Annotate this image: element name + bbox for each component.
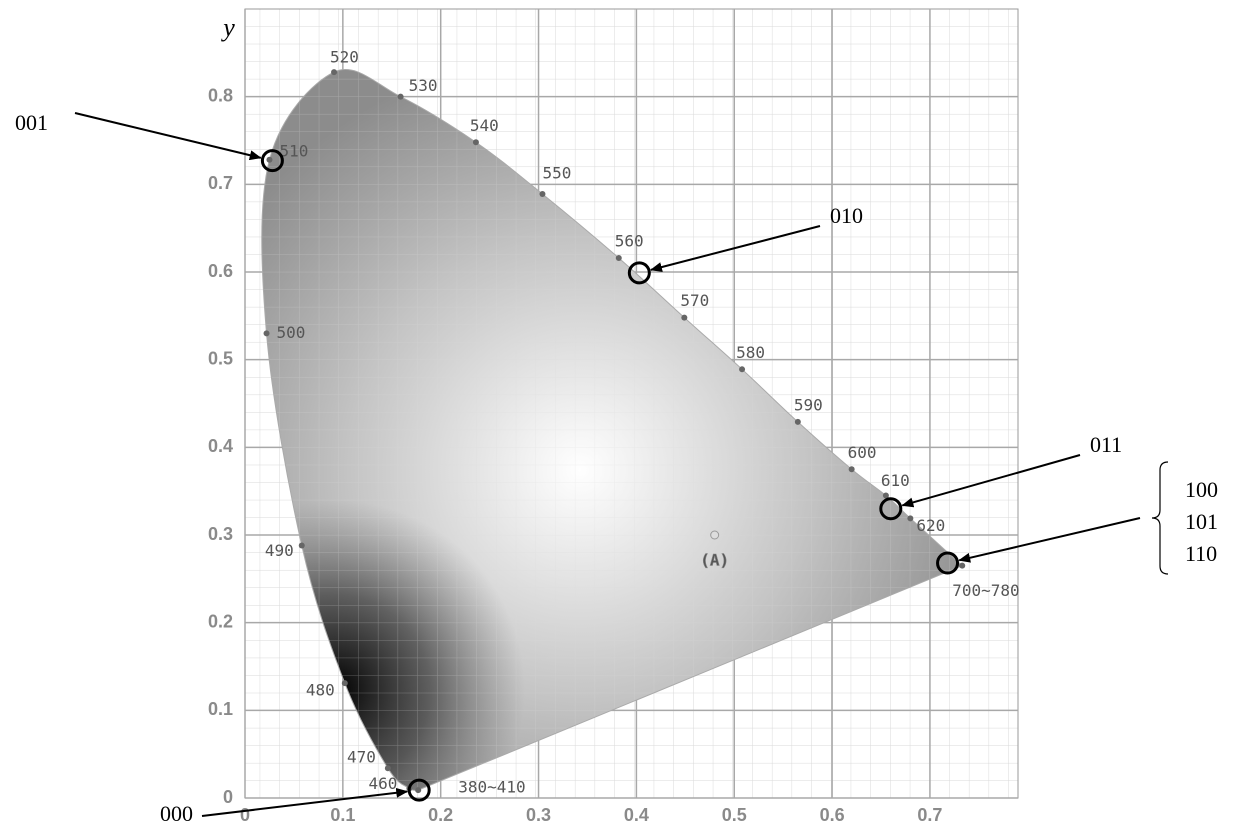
code-label: 000 (160, 801, 193, 826)
y-tick-label: 0.2 (208, 611, 233, 631)
x-tick-label: 0.1 (330, 805, 355, 825)
wavelength-label: 510 (279, 141, 308, 160)
code-label: 011 (1090, 432, 1122, 457)
locus-outline (261, 69, 964, 791)
locus-point (397, 93, 404, 100)
locus-point (848, 466, 855, 473)
wavelength-label: 570 (680, 291, 709, 310)
arrow (649, 225, 821, 272)
locus-point (472, 139, 479, 146)
wavelength-label: 380~410 (458, 778, 525, 797)
x-tick-label: 0.5 (722, 805, 747, 825)
arrow (901, 454, 1081, 508)
locus-point (959, 562, 966, 569)
wavelength-label: 610 (881, 471, 910, 490)
locus-point (539, 190, 546, 197)
x-tick-label: 0.7 (917, 805, 942, 825)
code-label: 100 (1185, 477, 1218, 502)
wavelength-label: 500 (277, 323, 306, 342)
marker-circle (627, 261, 651, 285)
arrow (74, 112, 262, 161)
x-tick-label: 0.2 (428, 805, 453, 825)
y-tick-label: 0.4 (208, 436, 233, 456)
wavelength-label: 480 (306, 681, 335, 700)
wavelength-label: 620 (916, 516, 945, 535)
locus-point (266, 156, 273, 163)
y-axis-label: y (220, 13, 235, 42)
locus-point (907, 515, 914, 522)
marker-circle (936, 551, 960, 575)
wavelength-label: 600 (848, 443, 877, 462)
code-label: 110 (1185, 541, 1217, 566)
code-label: 010 (830, 203, 863, 228)
illuminant-label: (A) (700, 551, 729, 570)
locus-point (341, 680, 348, 687)
wavelength-label: 540 (470, 116, 499, 135)
x-tick-label: 0.6 (820, 805, 845, 825)
wavelength-label: 530 (409, 76, 438, 95)
marker-circle (407, 778, 431, 802)
wavelength-label: 470 (347, 748, 376, 767)
wavelength-label: 490 (265, 541, 294, 560)
locus-point (882, 492, 889, 499)
wavelength-label: 700~780 (952, 581, 1019, 600)
y-tick-label: 0 (223, 787, 233, 807)
illuminant-point (710, 530, 720, 540)
arrow (201, 787, 409, 817)
locus-point (681, 314, 688, 321)
locus-point (298, 542, 305, 549)
wavelength-label: 550 (542, 163, 571, 182)
y-tick-label: 0.7 (208, 173, 233, 193)
x-tick-label: 0 (240, 805, 250, 825)
wavelength-label: 560 (615, 231, 644, 250)
code-label: 101 (1185, 509, 1218, 534)
y-tick-label: 0.1 (208, 699, 233, 719)
locus-point (415, 787, 422, 794)
wavelength-label: 520 (330, 48, 359, 67)
marker-circle (879, 497, 903, 521)
locus-point (794, 418, 801, 425)
marker-circle (260, 149, 284, 173)
y-tick-label: 0.8 (208, 85, 233, 105)
y-tick-label: 0.3 (208, 524, 233, 544)
y-tick-label: 0.6 (208, 261, 233, 281)
locus-point (739, 366, 746, 373)
wavelength-label: 580 (736, 343, 765, 362)
bracket (1151, 461, 1169, 575)
wavelength-label: 460 (368, 774, 397, 793)
x-tick-label: 0.4 (624, 805, 649, 825)
locus-point (263, 330, 270, 337)
code-label: 001 (15, 110, 48, 135)
y-tick-label: 0.5 (208, 348, 233, 368)
locus-point (384, 765, 391, 772)
arrow (958, 517, 1141, 563)
wavelength-label: 590 (794, 395, 823, 414)
x-tick-label: 0.3 (526, 805, 551, 825)
locus-point (331, 69, 338, 76)
locus-point (615, 254, 622, 261)
